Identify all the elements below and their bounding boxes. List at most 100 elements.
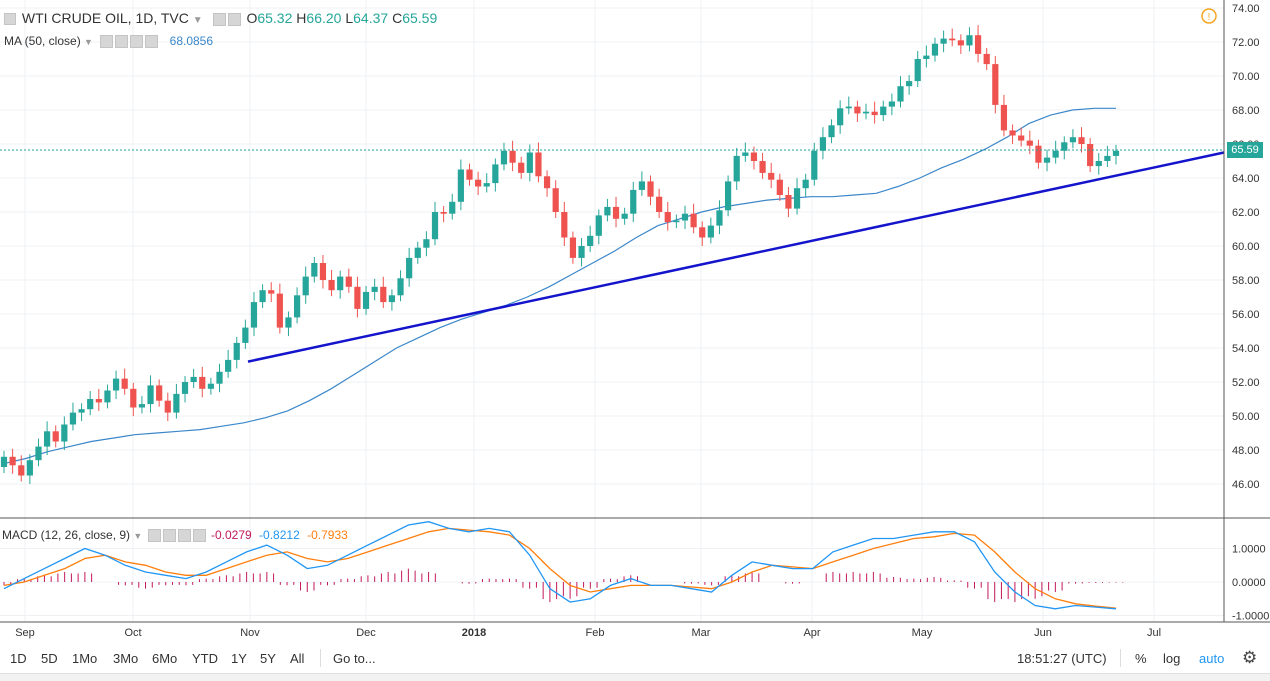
candle [1035, 139, 1042, 169]
utc-clock[interactable]: 18:51:27 (UTC) [1017, 651, 1107, 666]
price-tick-label: 64.00 [1232, 173, 1260, 185]
candle [380, 276, 387, 309]
candle-body [595, 215, 602, 236]
candle [156, 379, 163, 407]
candle [681, 205, 689, 229]
candle-body [957, 40, 964, 46]
close-icon[interactable] [192, 529, 206, 543]
price-tick-label: 54.00 [1232, 343, 1260, 355]
candle [561, 201, 568, 246]
candle-body [1112, 150, 1120, 156]
candle-body [69, 412, 77, 425]
candle [328, 269, 335, 297]
price-tick-label: 60.00 [1232, 241, 1260, 253]
eye-icon[interactable] [100, 35, 114, 49]
time-tick-label: Jun [1034, 627, 1052, 639]
auto-toggle[interactable]: auto [1199, 651, 1225, 666]
candle [225, 349, 232, 378]
candle [414, 241, 421, 264]
range-5y[interactable]: 5Y [260, 651, 276, 666]
candle [1087, 138, 1094, 173]
candle [949, 28, 956, 47]
candle [1009, 124, 1016, 144]
candle-body [1061, 142, 1068, 151]
plus-icon[interactable] [177, 529, 191, 543]
candle-body [931, 43, 939, 56]
candle-body [578, 246, 585, 258]
candle-body [121, 378, 128, 389]
candle-body [319, 263, 327, 280]
range-all[interactable]: All [290, 651, 305, 666]
macd-line-value: -0.8212 [259, 528, 300, 542]
chevron-down-icon[interactable]: ▼ [84, 37, 93, 47]
range-ytd[interactable]: YTD [192, 651, 218, 666]
candle-body [147, 385, 154, 405]
candle [9, 448, 16, 474]
candle-body [699, 227, 706, 238]
eye-icon[interactable] [147, 529, 161, 543]
candle-body [78, 409, 85, 413]
price-axis: 46.00 48.00 50.00 52.00 54.00 56.00 58.00 60.00… [1232, 3, 1269, 623]
candle-body [362, 291, 370, 309]
candle [1043, 149, 1051, 172]
candle [311, 257, 318, 283]
settings-icon[interactable] [227, 12, 241, 26]
eye-icon[interactable] [212, 12, 226, 26]
candle [785, 187, 792, 218]
candle-body [1087, 144, 1094, 167]
candle-body [61, 424, 68, 442]
range-5d[interactable]: 5D [41, 651, 58, 666]
gear-icon[interactable]: ⚙ [1242, 648, 1258, 667]
candle [354, 276, 361, 318]
candle-body [1052, 150, 1059, 158]
chevron-down-icon[interactable]: ▼ [133, 531, 143, 541]
log-toggle[interactable]: log [1163, 651, 1181, 666]
close-icon[interactable] [145, 35, 159, 49]
high-value: 66.20 [306, 10, 342, 26]
candle-body [802, 179, 809, 189]
macd-line [3, 521, 1117, 610]
settings-icon[interactable] [115, 35, 129, 49]
range-6mo[interactable]: 6Mo [152, 651, 178, 666]
candle [742, 142, 749, 162]
candle-body [26, 460, 33, 476]
candle-body [759, 161, 766, 173]
candle [173, 383, 180, 419]
collapse-icon[interactable] [4, 13, 16, 26]
percent-toggle[interactable]: % [1135, 651, 1147, 666]
high-label: H [296, 10, 307, 26]
candle-body [1104, 155, 1111, 161]
range-1y[interactable]: 1Y [231, 651, 247, 666]
range-1d[interactable]: 1D [10, 651, 27, 666]
candle [492, 158, 499, 192]
trendline [247, 151, 1225, 363]
plus-icon[interactable] [130, 35, 144, 49]
ma-50-line [3, 107, 1116, 465]
goto-button[interactable]: Go to... [333, 651, 376, 666]
price-tick-label: 56.00 [1232, 309, 1260, 321]
candle-body [871, 111, 878, 116]
bottom-strip [0, 673, 1270, 681]
low-value: 64.37 [353, 10, 389, 26]
candle [526, 144, 533, 182]
candle [543, 170, 551, 197]
candle-body [733, 155, 740, 182]
range-1mo[interactable]: 1Mo [72, 651, 98, 666]
candle [724, 175, 732, 217]
chevron-down-icon[interactable]: ▼ [192, 15, 203, 26]
candle [716, 200, 723, 235]
candle [431, 201, 439, 246]
candle-body [475, 179, 482, 187]
candle [974, 25, 982, 63]
range-3mo[interactable]: 3Mo [113, 651, 139, 666]
candle-body [1026, 140, 1033, 146]
candle [509, 140, 516, 172]
candle-body [43, 431, 51, 447]
candle-body [673, 220, 680, 223]
time-tick-label: Mar [692, 627, 711, 639]
candle [1112, 144, 1120, 165]
candle-body [9, 456, 16, 466]
settings-icon[interactable] [162, 529, 176, 543]
candle [673, 214, 680, 229]
